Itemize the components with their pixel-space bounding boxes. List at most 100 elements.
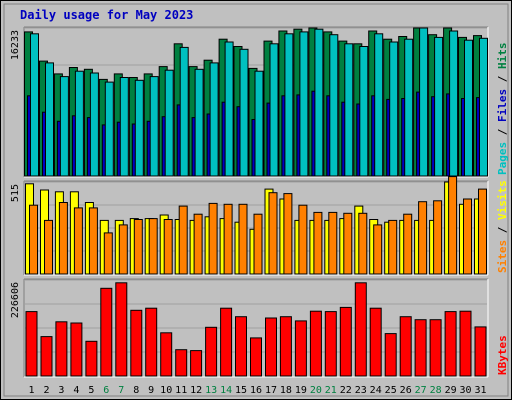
frame-bevel (3, 3, 509, 397)
bar-pages-day-29 (449, 30, 459, 177)
bar-kbytes-day-7 (115, 282, 128, 377)
bar-pages-day-18 (284, 33, 294, 177)
bar-pages-day-16 (254, 70, 264, 177)
bar-kbytes-day-31 (474, 326, 487, 377)
bar-sites-day-7 (118, 224, 128, 275)
bar-sites-day-27 (418, 201, 428, 275)
series-legend-label: Sites / Visits (496, 180, 509, 273)
legend-part: Sites (496, 240, 509, 273)
day-label: 24 (370, 385, 382, 396)
bar-kbytes-day-11 (175, 349, 188, 377)
bar-kbytes-day-26 (399, 316, 412, 377)
bar-kbytes-day-22 (339, 306, 352, 377)
bar-kbytes-day-25 (384, 333, 397, 377)
series-legend-label: KBytes (496, 335, 509, 375)
bar-pages-day-12 (194, 68, 204, 177)
bar-kbytes-day-16 (250, 337, 262, 377)
bar-kbytes-day-29 (444, 311, 457, 377)
legend-part: / (496, 69, 509, 89)
bar-kbytes-day-13 (205, 326, 218, 377)
day-label: 13 (205, 385, 217, 396)
bar-kbytes-day-24 (369, 307, 382, 377)
day-label: 3 (58, 385, 64, 396)
bar-pages-day-28 (434, 36, 444, 177)
day-label: 15 (235, 385, 247, 396)
day-label: 2 (43, 385, 49, 396)
bar-sites-day-22 (343, 212, 353, 275)
bar-sites-day-5 (88, 207, 98, 275)
bar-pages-day-4 (74, 70, 84, 177)
day-label: 27 (415, 385, 427, 396)
day-label: 31 (474, 385, 486, 396)
bar-pages-day-1 (30, 33, 39, 177)
bar-sites-day-18 (283, 193, 293, 275)
bar-pages-day-5 (89, 72, 99, 177)
day-label: 4 (73, 385, 79, 396)
bar-sites-day-21 (328, 211, 338, 275)
legend-part: / (496, 220, 509, 240)
bar-kbytes-day-12 (190, 350, 203, 377)
bar-sites-day-17 (268, 192, 278, 275)
bar-sites-day-13 (208, 202, 218, 275)
bar-sites-day-8 (133, 219, 143, 275)
bar-sites-day-6 (103, 232, 113, 275)
bar-pages-day-9 (149, 76, 159, 177)
day-label: 11 (175, 385, 187, 396)
bar-pages-day-10 (164, 69, 174, 177)
bar-sites-day-25 (388, 219, 398, 275)
bar-pages-day-8 (134, 79, 144, 177)
chart-panels: 16233 Pages / Files / Hits 515 Sites / Visi… (10, 26, 509, 378)
bar-pages-day-30 (464, 39, 473, 177)
bar-pages-day-25 (389, 41, 399, 177)
bar-kbytes-day-3 (55, 321, 68, 377)
bar-sites-day-10 (163, 219, 173, 275)
bar-sites-day-3 (58, 202, 68, 275)
bar-pages-day-6 (104, 81, 114, 177)
bar-pages-day-31 (479, 37, 488, 177)
y-max-label: 226606 (10, 282, 21, 318)
day-label: 7 (118, 385, 124, 396)
bar-kbytes-day-17 (265, 317, 277, 377)
day-label: 16 (250, 385, 262, 396)
legend-part: KBytes (496, 335, 509, 375)
bar-sites-day-4 (73, 207, 83, 275)
bar-sites-day-2 (44, 219, 53, 275)
day-label: 21 (325, 385, 337, 396)
day-label: 14 (220, 385, 232, 396)
bar-pages-day-7 (119, 77, 129, 177)
bar-pages-day-11 (179, 46, 189, 177)
bar-pages-day-14 (224, 41, 234, 177)
bar-kbytes-day-23 (354, 282, 367, 377)
day-label: 5 (88, 385, 94, 396)
bar-pages-day-26 (404, 38, 414, 177)
bar-pages-day-13 (209, 62, 219, 177)
panel-visits_sites: 515 Sites / Visits (10, 176, 509, 276)
bar-kbytes-day-6 (100, 287, 113, 377)
bar-sites-day-31 (478, 188, 487, 275)
bar-pages-day-15 (239, 48, 249, 177)
bar-kbytes-day-10 (160, 332, 173, 377)
day-label: 12 (190, 385, 202, 396)
bar-pages-day-22 (344, 43, 354, 177)
panel-kbytes: 226606 KBytes (10, 278, 509, 378)
day-label: 8 (133, 385, 139, 396)
bar-pages-day-23 (359, 46, 369, 177)
y-max-label: 16233 (10, 30, 21, 60)
bar-pages-day-27 (419, 27, 429, 177)
bar-kbytes-day-15 (235, 316, 247, 377)
bar-kbytes-day-28 (429, 319, 442, 377)
bar-kbytes-day-19 (294, 320, 307, 377)
day-label: 30 (459, 385, 471, 396)
panel-hits_files_pages: 16233 Pages / Files / Hits (10, 26, 509, 178)
bar-sites-day-12 (193, 213, 203, 275)
bar-kbytes-day-20 (309, 310, 322, 377)
bar-sites-day-30 (463, 198, 472, 275)
legend-part: Visits (496, 180, 509, 220)
day-label: 28 (430, 385, 442, 396)
bar-kbytes-day-27 (414, 319, 427, 377)
legend-part: Hits (496, 43, 509, 70)
bar-pages-day-24 (374, 33, 384, 177)
bar-sites-day-1 (29, 204, 38, 275)
bar-sites-day-26 (403, 213, 413, 275)
bar-kbytes-day-18 (279, 316, 292, 377)
